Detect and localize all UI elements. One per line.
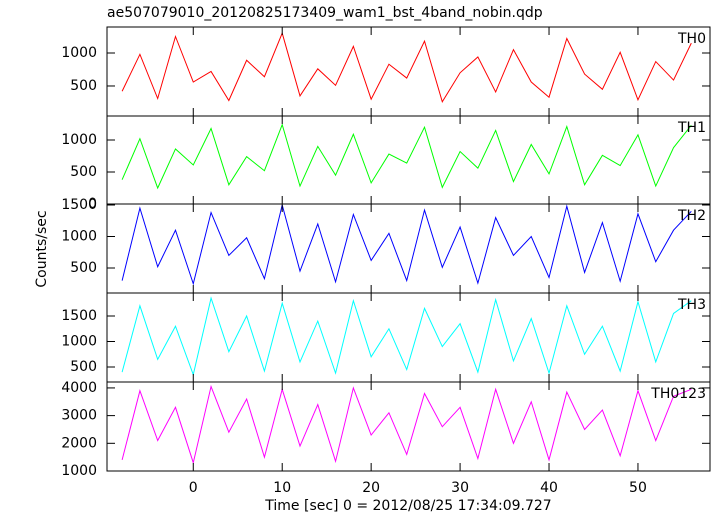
y-tick-label: 3000 — [61, 408, 97, 424]
y-tick-label: 1500 — [61, 308, 97, 324]
panel-label: TH2 — [677, 208, 706, 224]
y-tick-label: 500 — [70, 260, 97, 276]
panel-frame — [106, 381, 711, 472]
data-line — [121, 31, 692, 104]
y-tick-label: 1000 — [61, 132, 97, 148]
x-tick-label: 30 — [451, 480, 469, 496]
panel-frame — [106, 26, 711, 117]
data-line — [121, 204, 692, 286]
x-tick-label: 20 — [362, 480, 380, 496]
x-axis-label: Time [sec] 0 = 2012/08/25 17:34:09.727 — [264, 498, 551, 514]
data-line — [121, 384, 692, 465]
y-tick-label: 500 — [70, 164, 97, 180]
x-tick-label: 40 — [540, 480, 558, 496]
y-tick-label: 0 — [88, 196, 97, 212]
y-tick-label: 1000 — [61, 463, 97, 479]
panel-label: TH1 — [677, 120, 706, 136]
y-tick-label: 500 — [70, 78, 97, 94]
panel-label: TH3 — [677, 297, 706, 313]
y-tick-label: 1000 — [61, 229, 97, 245]
y-tick-label: 2000 — [61, 435, 97, 451]
y-tick-label: 1000 — [61, 45, 97, 61]
x-tick-label: 50 — [629, 480, 647, 496]
y-tick-label: 500 — [70, 359, 97, 375]
y-tick-label: 1000 — [61, 334, 97, 350]
panel-label: TH0 — [677, 31, 706, 47]
panel-label: TH0123 — [650, 386, 706, 402]
x-tick-label: 10 — [273, 480, 291, 496]
data-line — [121, 123, 692, 190]
y-tick-label: 1500 — [61, 197, 97, 213]
data-line — [121, 296, 692, 377]
y-axis-label: Counts/sec — [34, 210, 50, 287]
y-tick-label: 4000 — [61, 380, 97, 396]
chart-title: ae507079010_20120825173409_wam1_bst_4ban… — [107, 5, 543, 21]
x-tick-label: 0 — [189, 480, 198, 496]
